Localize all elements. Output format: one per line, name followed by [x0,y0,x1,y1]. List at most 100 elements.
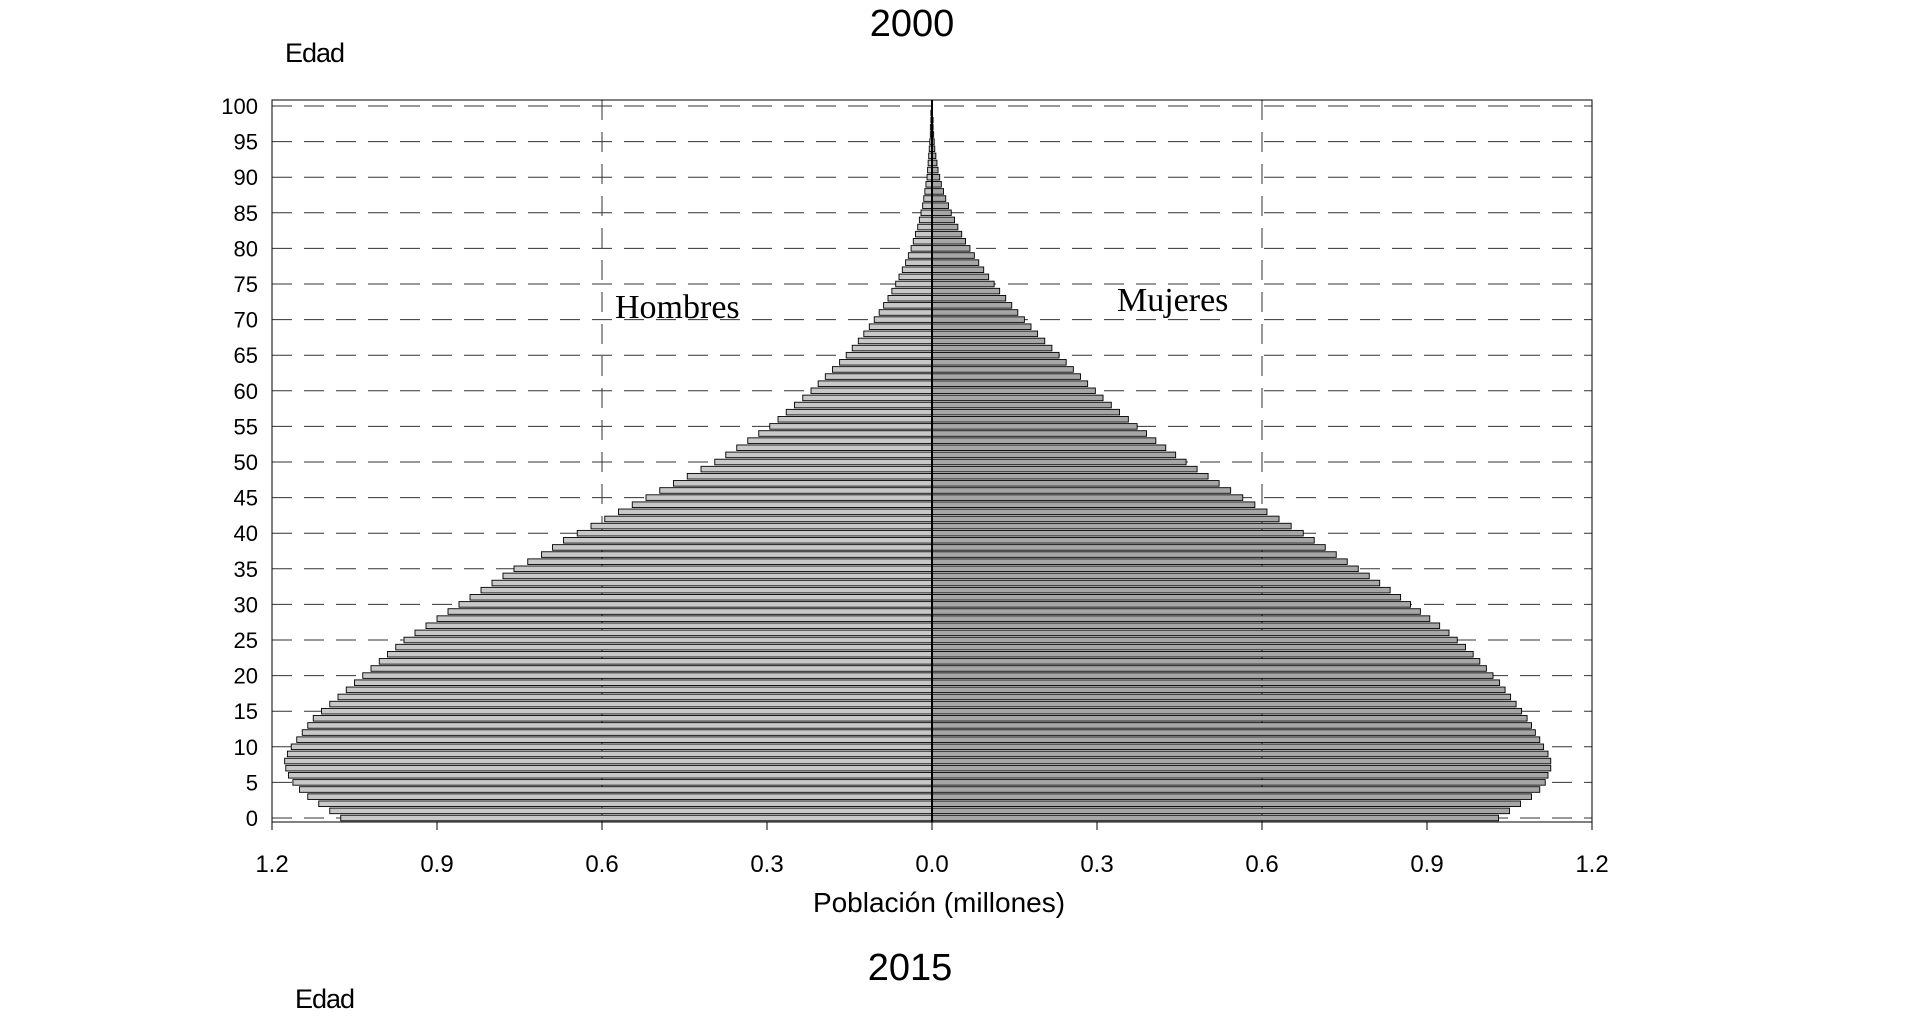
bar-mujeres-age-68 [931,330,1039,338]
bar-mujeres-age-45 [931,494,1244,501]
bar-hombres-age-58 [794,401,933,409]
bar-hombres-age-47 [673,480,933,487]
bar-mujeres-age-60 [931,387,1096,395]
bar-hombres-age-35 [513,565,933,573]
bar-hombres-age-9 [286,750,933,758]
bar-mujeres-age-49 [931,465,1198,473]
bar-mujeres-age-47 [931,480,1220,487]
bar-mujeres-age-34 [931,572,1370,580]
bar-mujeres-age-74 [931,287,1001,295]
bar-mujeres-age-38 [931,544,1326,551]
y-tick-labels: 0 5 10 15 20 25 30 35 40 45 50 55 60 65 70 75 80 85 90 95 10… [221,94,258,831]
bar-hombres-age-60 [810,387,933,395]
bar-mujeres-age-87 [931,195,947,202]
bar-hombres-age-13 [307,722,933,729]
bar-mujeres-age-10 [931,743,1545,751]
chart-title-2015: 2015 [868,947,953,989]
bar-hombres-age-44 [631,501,933,508]
bar-mujeres-age-16 [931,700,1517,708]
bar-mujeres-age-62 [931,373,1081,380]
x-tick-labels: 1.2 0.9 0.6 0.3 0.0 0.3 0.6 0.9 1.2 [255,822,1609,878]
bar-mujeres-age-46 [931,487,1232,494]
bar-hombres-age-41 [590,522,933,530]
bar-hombres-age-52 [736,444,933,452]
x-tick-label: 0.9 [1410,851,1443,878]
bar-hombres-age-24 [395,643,933,651]
bar-mujeres-age-83 [931,223,959,231]
bar-hombres-age-55 [769,423,933,430]
bar-hombres-age-26 [414,629,933,637]
bar-hombres-age-0 [340,814,933,822]
bar-mujeres-age-57 [931,408,1121,416]
bar-hombres-age-63 [832,366,933,373]
bar-mujeres-age-82 [931,230,963,238]
bar-hombres-age-15 [321,707,933,715]
bar-mujeres-age-56 [931,416,1129,423]
bar-hombres-age-88 [924,188,933,195]
y-tick-label: 75 [234,272,258,297]
bar-hombres-age-2 [318,800,933,808]
y-tick-label: 0 [246,806,258,831]
bar-hombres-age-4 [299,786,933,793]
y-tick-label: 10 [234,735,258,760]
y-tick-label: 35 [234,557,258,582]
bar-hombres-age-33 [491,579,933,587]
y-axis-label-2000: Edad [285,38,344,68]
bar-hombres-age-77 [901,266,933,274]
bar-mujeres-age-51 [931,451,1177,459]
bar-hombres-age-22 [378,658,933,665]
bar-mujeres-age-1 [931,807,1510,815]
bar-mujeres-age-28 [931,615,1431,622]
bar-mujeres-age-7 [931,764,1552,772]
bar-hombres-age-81 [912,238,933,245]
bar-mujeres-age-88 [931,188,945,195]
bar-hombres-age-6 [288,772,933,779]
bar-hombres-age-34 [502,572,933,580]
bar-hombres-age-17 [337,693,933,701]
x-tick-label: 1.2 [255,851,288,878]
bar-mujeres-age-36 [931,558,1348,565]
bar-mujeres-age-19 [931,679,1501,686]
bar-hombres-age-21 [370,665,933,672]
bar-mujeres-age-80 [931,245,971,252]
bar-hombres-age-54 [758,430,933,437]
bar-mujeres-age-23 [931,650,1474,658]
bar-hombres-age-38 [552,544,933,551]
bar-mujeres-age-27 [931,622,1441,630]
bar-mujeres-age-2 [931,800,1521,808]
bar-mujeres-age-37 [931,551,1337,558]
bar-mujeres-age-70 [931,316,1025,323]
bar-mujeres-age-44 [931,501,1256,508]
annotation-hombres: Hombres [615,289,740,326]
bar-hombres-age-79 [907,252,933,259]
bar-hombres-age-14 [312,715,933,722]
y-tick-label: 85 [234,201,258,226]
chart-title-2000: 2000 [870,3,955,45]
bar-mujeres-age-54 [931,430,1147,437]
bar-hombres-age-31 [469,594,933,601]
bar-mujeres-age-61 [931,380,1089,387]
x-tick-label: 0.0 [915,851,948,878]
bar-mujeres-age-39 [931,537,1315,544]
x-tick-label: 0.9 [420,851,453,878]
bar-mujeres-age-53 [931,437,1157,444]
bar-mujeres-age-58 [931,401,1112,409]
bar-mujeres-age-14 [931,715,1528,722]
bar-hombres-age-74 [891,287,933,295]
bar-mujeres-age-84 [931,216,955,224]
bar-hombres-age-39 [563,537,933,544]
bar-mujeres-age-8 [931,757,1552,765]
bar-hombres-age-37 [541,551,933,558]
bar-hombres-age-56 [777,416,933,423]
bar-hombres-age-29 [447,608,933,615]
bar-hombres-age-80 [910,245,933,252]
bar-hombres-age-83 [917,223,933,231]
y-tick-label: 5 [246,770,258,795]
bar-hombres-age-16 [329,700,933,708]
x-tick-label: 0.3 [1080,851,1113,878]
bar-hombres-age-51 [725,451,933,459]
bar-mujeres-age-26 [931,629,1450,637]
bar-mujeres-age-90 [931,173,941,181]
bar-hombres-age-69 [868,323,933,330]
bar-hombres-age-5 [292,779,933,786]
